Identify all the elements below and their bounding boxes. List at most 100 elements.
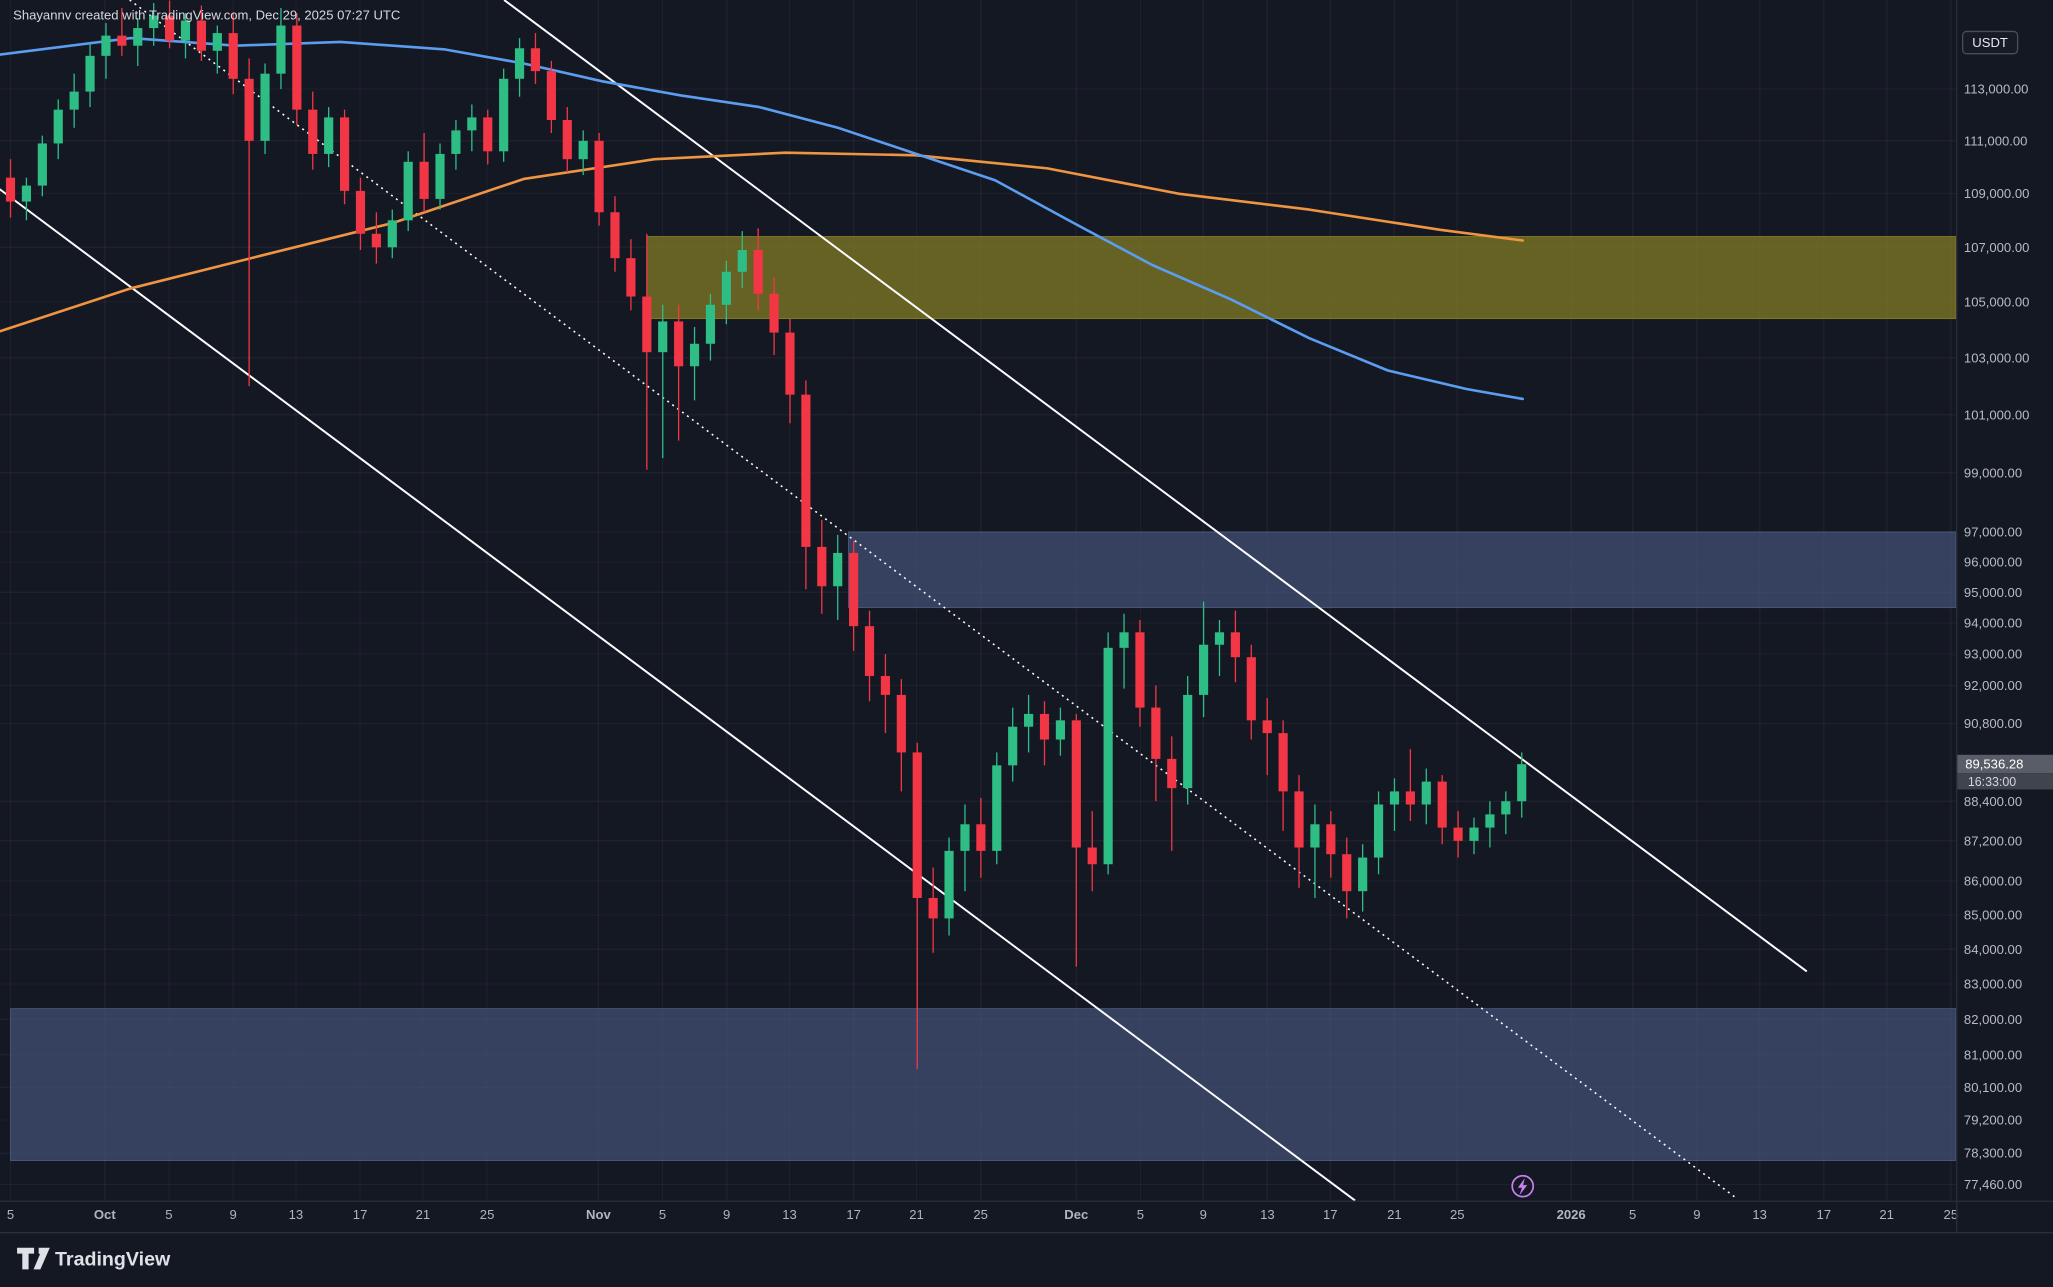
candle-body xyxy=(5,177,16,202)
candle-body xyxy=(1453,827,1463,841)
lightning-marker-icon[interactable] xyxy=(1511,1174,1535,1198)
candle-body xyxy=(769,293,779,333)
candle-body xyxy=(689,343,700,367)
time-tick-label: 5 xyxy=(7,1207,14,1222)
candle-body xyxy=(976,824,986,851)
time-tick-label: 13 xyxy=(289,1207,304,1222)
candle-body xyxy=(1135,632,1145,708)
candle-body xyxy=(1183,694,1193,789)
candle-body xyxy=(403,161,413,221)
candle-body xyxy=(101,35,111,56)
candle-body xyxy=(276,25,286,74)
candle-body xyxy=(1278,733,1288,792)
candle-body xyxy=(514,48,525,79)
candle-body xyxy=(1071,720,1081,848)
candle-body xyxy=(944,850,954,919)
candle-body xyxy=(149,15,159,29)
ma-slow-orange xyxy=(0,151,1525,333)
time-tick-label: 5 xyxy=(659,1207,666,1222)
price-tick-label: 82,000.00 xyxy=(1964,1012,2022,1027)
price-tick-label: 97,000.00 xyxy=(1964,524,2022,539)
candle-body xyxy=(117,35,127,46)
price-tick-label: 88,400.00 xyxy=(1964,794,2022,809)
resistance-zone-blue[interactable] xyxy=(848,531,1957,609)
time-tick-label: 13 xyxy=(1752,1207,1767,1222)
candle-body xyxy=(435,153,445,199)
time-tick-label: 17 xyxy=(1323,1207,1338,1222)
price-tick-label: 94,000.00 xyxy=(1964,616,2022,631)
candle-body xyxy=(721,271,731,305)
candle-body xyxy=(992,765,1002,851)
price-tick-label: 95,000.00 xyxy=(1964,585,2022,600)
candle-body xyxy=(228,33,238,79)
last-price-value: 89,536.28 xyxy=(1965,757,2023,772)
candle-body xyxy=(1294,791,1304,848)
channel-lower-line[interactable] xyxy=(0,185,1356,1202)
tradingview-logo[interactable]: TradingView xyxy=(17,1247,171,1271)
candle-body xyxy=(1437,781,1447,828)
candle-body xyxy=(371,233,381,248)
candle-body xyxy=(180,20,191,41)
candle-body xyxy=(339,117,350,191)
support-zone-blue[interactable] xyxy=(10,1008,1957,1161)
candle-body xyxy=(578,140,588,160)
candle-body xyxy=(499,78,509,152)
candle-body xyxy=(483,117,493,152)
time-tick-label: 25 xyxy=(480,1207,495,1222)
candle-body xyxy=(546,71,556,120)
time-tick-label: 21 xyxy=(416,1207,431,1222)
time-tick-label: 25 xyxy=(1944,1207,1959,1222)
price-tick-label: 113,000.00 xyxy=(1964,82,2028,97)
candle-body xyxy=(864,626,875,676)
highlight-zones[interactable] xyxy=(10,236,1957,1161)
candle-body xyxy=(69,91,79,110)
price-tick-label: 84,000.00 xyxy=(1964,942,2022,957)
channel-upper-line[interactable] xyxy=(503,0,1808,973)
candle-body xyxy=(292,25,302,110)
candle-body xyxy=(1214,632,1225,645)
price-tick-label: 96,000.00 xyxy=(1964,555,2022,570)
price-tick-label: 79,200.00 xyxy=(1964,1113,2022,1128)
chart-attribution: Shayannv created with TradingView.com, D… xyxy=(13,8,400,23)
candle-body xyxy=(849,552,859,627)
candle-body xyxy=(1103,647,1113,865)
time-tick-label: 13 xyxy=(1260,1207,1275,1222)
candle-body xyxy=(1087,847,1097,865)
price-axis[interactable]: 113,000.00 111,000.00 109,000.00 107,000.00… xyxy=(1956,0,2053,1233)
time-tick-label: 25 xyxy=(973,1207,988,1222)
candle-body xyxy=(212,33,222,51)
candle-body xyxy=(705,304,716,344)
time-tick-label: 17 xyxy=(353,1207,368,1222)
channel-median-line[interactable] xyxy=(129,0,1737,1199)
time-tick-label: 5 xyxy=(165,1207,172,1222)
candle-body xyxy=(324,117,334,154)
time-tick-label: 21 xyxy=(909,1207,924,1222)
candle-body xyxy=(196,20,206,51)
supply-zone-olive[interactable] xyxy=(646,236,1957,320)
price-tick-label: 83,000.00 xyxy=(1964,977,2022,992)
bar-countdown: 16:33:00 xyxy=(1968,775,2016,789)
price-tick-label: 111,000.00 xyxy=(1964,133,2028,148)
candle-body xyxy=(1421,781,1431,805)
price-tick-label: 80,100.00 xyxy=(1964,1080,2022,1095)
candle-body xyxy=(626,258,636,297)
channel-trendlines[interactable] xyxy=(0,0,1808,1202)
candle-body xyxy=(753,250,763,294)
candle-body xyxy=(1039,713,1050,740)
candle-body xyxy=(1501,801,1511,815)
price-tick-label: 90,800.00 xyxy=(1964,716,2022,731)
price-tick-label: 103,000.00 xyxy=(1964,350,2029,365)
time-tick-label: 17 xyxy=(1817,1207,1832,1222)
candle-body xyxy=(1310,824,1320,848)
candle-body xyxy=(1151,707,1161,759)
candle-body xyxy=(387,220,397,248)
time-axis[interactable]: 5 Oct 5 9 13 17 21 25 Nov 5 9 13 17 21 25 Dec 5 9 13 17 21 25… xyxy=(0,1200,2053,1222)
candle-body xyxy=(308,109,318,154)
candle-body xyxy=(817,546,827,587)
price-tick-label: 93,000.00 xyxy=(1964,647,2022,662)
candle-body xyxy=(1469,827,1479,841)
candle-body xyxy=(1230,632,1240,658)
candle-body xyxy=(801,394,811,547)
